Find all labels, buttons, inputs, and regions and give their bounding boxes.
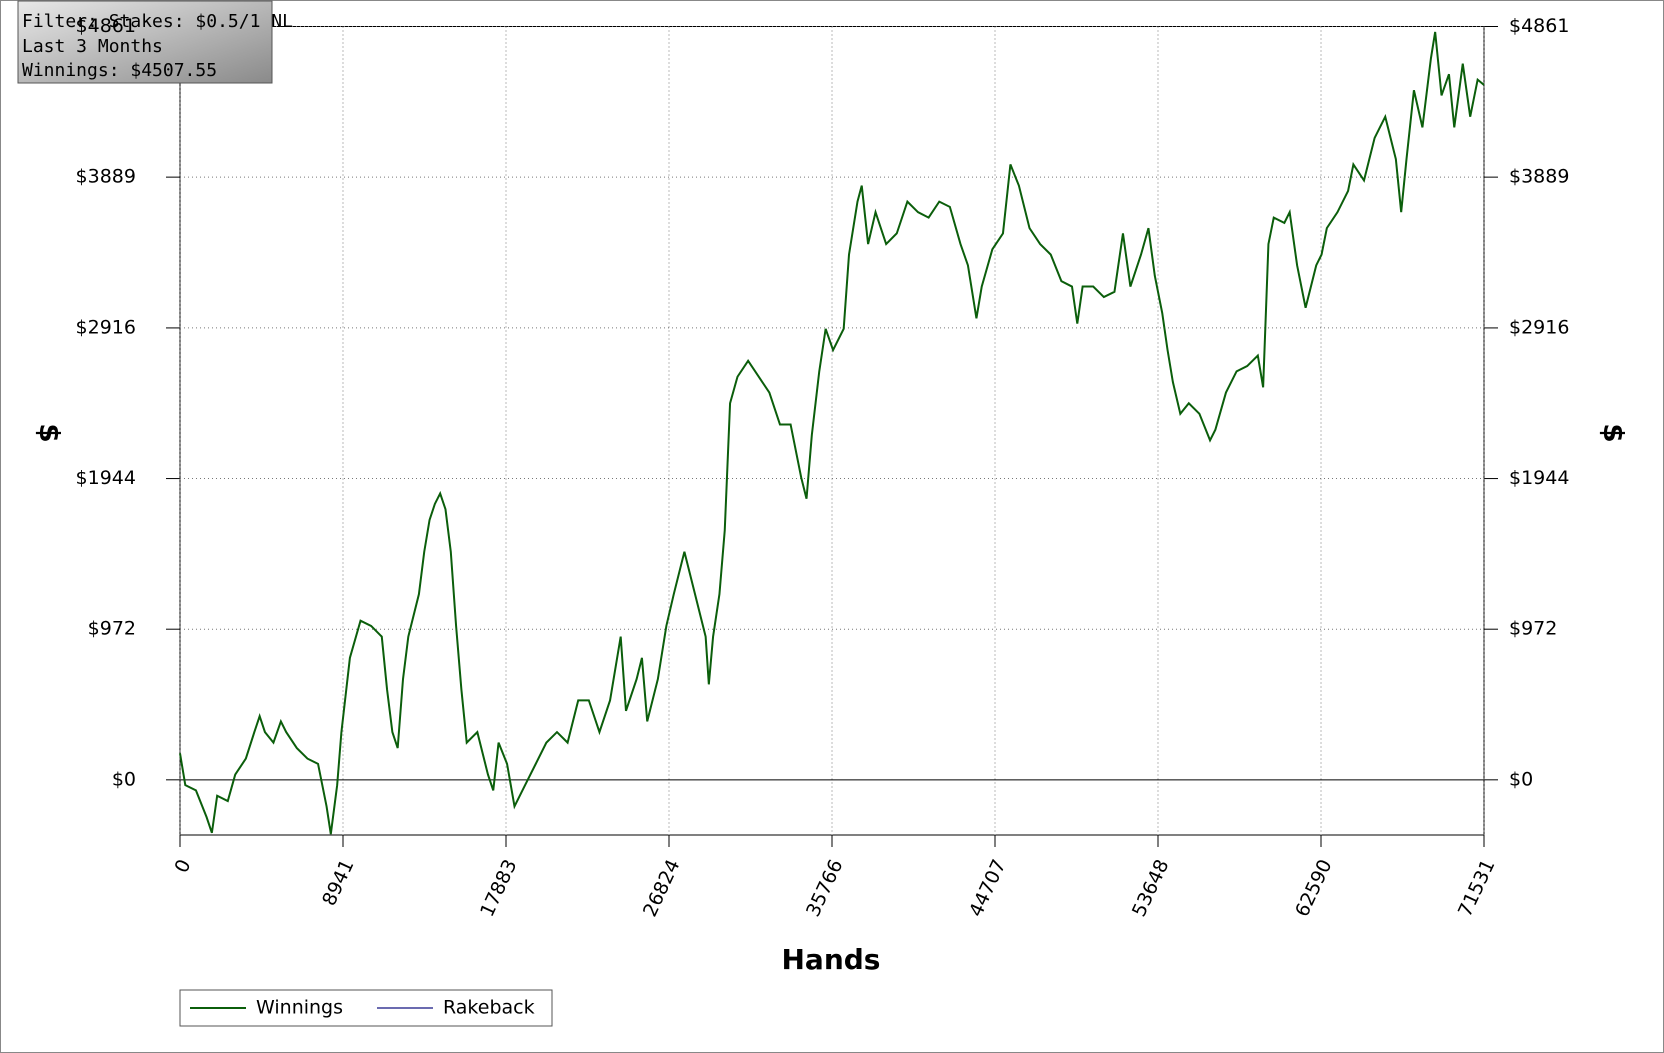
x-axis-label: Hands [782, 943, 881, 976]
info-box [17, 0, 273, 84]
y2-axis-label: $ [1597, 423, 1630, 442]
y2-tick-label: $1944 [1509, 467, 1569, 489]
series-line [179, 31, 1485, 835]
info-text: Winnings: $4507.55 [22, 60, 217, 81]
y-tick-label: $0 [112, 768, 136, 790]
legend-label: Winnings [256, 997, 343, 1019]
y2-tick-label: $3889 [1509, 166, 1569, 188]
y2-tick-label: $0 [1509, 768, 1533, 790]
y2-tick-label: $2916 [1509, 316, 1569, 338]
y-tick-label: $2916 [76, 316, 136, 338]
y-tick-label: $972 [88, 618, 136, 640]
y2-tick-label: $972 [1509, 618, 1557, 640]
y-tick-label: $1944 [76, 467, 136, 489]
y-tick-label: $4861 [76, 15, 136, 37]
y-axis-label: $ [33, 423, 66, 442]
y2-tick-label: $4861 [1509, 15, 1569, 37]
info-text: Last 3 Months [22, 36, 163, 57]
legend-label: Rakeback [443, 997, 535, 1019]
y-tick-label: $3889 [76, 166, 136, 188]
info-text: Filter: Stakes: $0.5/1 NL [22, 11, 293, 32]
